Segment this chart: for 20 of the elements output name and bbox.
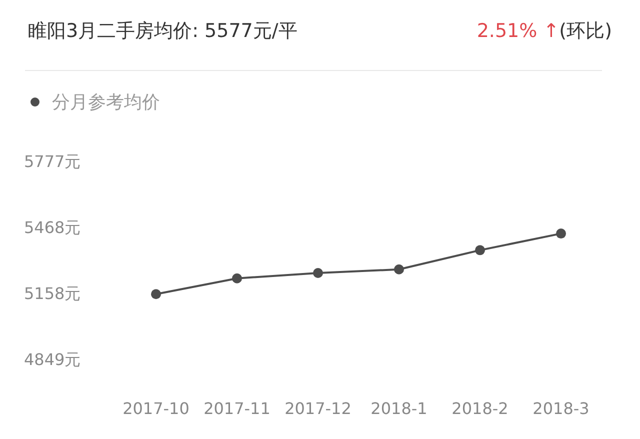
- x-tick-label: 2017-10: [122, 399, 190, 418]
- x-tick-label: 2018-1: [370, 399, 428, 418]
- x-tick-label: 2017-12: [284, 399, 352, 418]
- legend-label: 分月参考均价: [52, 92, 160, 113]
- x-tick-label: 2018-2: [452, 399, 508, 418]
- text: (环比): [559, 20, 612, 42]
- y-tick-label: 5158元: [24, 284, 81, 304]
- x-tick-label: 2017-11: [204, 399, 270, 418]
- point: [475, 245, 485, 256]
- point: [556, 228, 566, 239]
- y-tick-label: 4849元: [24, 350, 81, 369]
- x-tick-label: 2018-3: [532, 399, 590, 418]
- point: [151, 289, 161, 300]
- y-tick-label: 5777元: [24, 152, 81, 171]
- chart-title: 睢阳3月二手房均价: 5577元/平: [28, 20, 298, 42]
- point: [394, 264, 404, 274]
- text: 2.51% ↑: [476, 20, 560, 42]
- point: [232, 273, 242, 284]
- point: [313, 268, 323, 278]
- y-tick-label: 5468元: [24, 218, 81, 237]
